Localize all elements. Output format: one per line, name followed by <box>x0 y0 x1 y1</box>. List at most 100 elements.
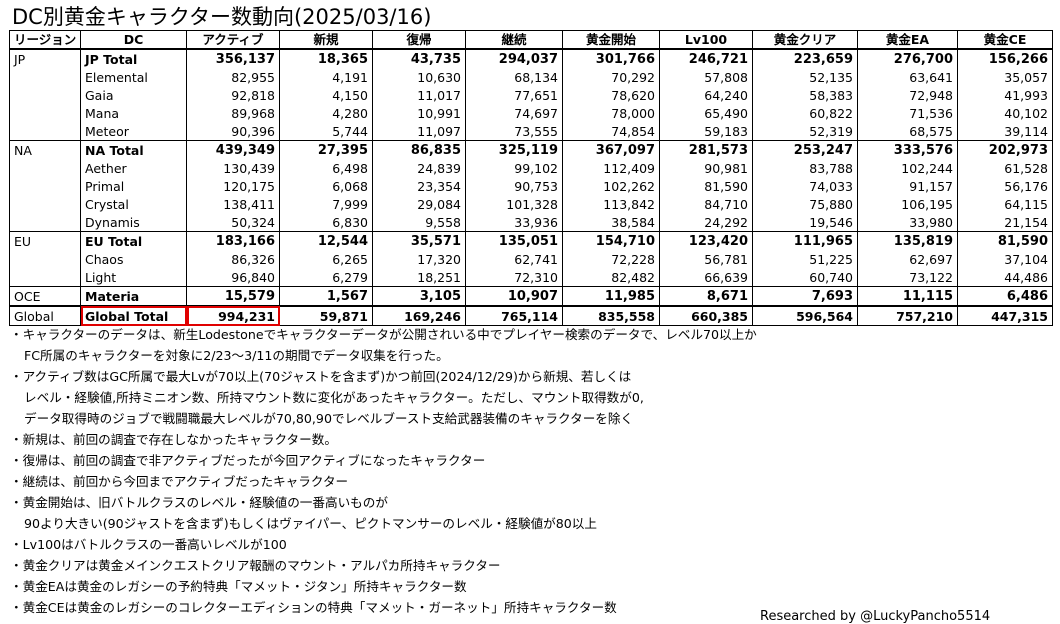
value-cell: 6,265 <box>279 250 373 268</box>
value-cell: 21,154 <box>957 213 1053 232</box>
value-cell: 4,280 <box>279 104 373 122</box>
value-cell: 294,037 <box>465 48 563 68</box>
value-cell: 325,119 <box>465 140 563 159</box>
table-row: Dynamis 50,324 6,830 9,558 33,936 38,584 24,29… <box>9 213 1053 232</box>
value-cell: 7,693 <box>752 286 858 306</box>
dc-cell: Global Total <box>80 305 187 326</box>
value-cell: 11,985 <box>562 286 660 306</box>
region-total-row: JP JP Total 356,137 18,365 43,735 294,037 301,… <box>9 48 1053 68</box>
value-cell: 154,710 <box>562 231 660 250</box>
value-cell: 596,564 <box>752 305 858 326</box>
value-cell: 56,176 <box>957 177 1053 195</box>
value-cell: 58,383 <box>752 86 858 104</box>
note-line: ・黄金クリアは黄金メインクエストクリア報酬のマウント・アルパカ所持キャラクター <box>10 558 501 573</box>
value-cell: 29,084 <box>372 195 466 213</box>
value-cell: 78,000 <box>562 104 660 122</box>
value-cell: 37,104 <box>957 250 1053 268</box>
dc-cell: EU Total <box>80 231 187 250</box>
value-cell: 52,319 <box>752 122 858 141</box>
table-row: Light 96,840 6,279 18,251 72,310 82,482 66,639… <box>9 268 1053 287</box>
region-cell: OCE <box>9 286 81 306</box>
value-cell: 33,936 <box>465 213 563 232</box>
dc-cell: Aether <box>80 159 187 177</box>
dc-cell: Crystal <box>80 195 187 213</box>
value-cell: 74,697 <box>465 104 563 122</box>
value-cell: 111,965 <box>752 231 858 250</box>
value-cell: 82,482 <box>562 268 660 287</box>
value-cell: 112,409 <box>562 159 660 177</box>
value-cell: 70,292 <box>562 68 660 86</box>
value-cell: 135,819 <box>857 231 958 250</box>
value-cell: 15,579 <box>186 286 280 306</box>
region-cell <box>9 268 81 287</box>
value-cell: 12,544 <box>279 231 373 250</box>
value-cell: 253,247 <box>752 140 858 159</box>
value-cell: 18,251 <box>372 268 466 287</box>
value-cell: 765,114 <box>465 305 563 326</box>
value-cell: 91,157 <box>857 177 958 195</box>
region-cell <box>9 159 81 177</box>
value-cell: 51,225 <box>752 250 858 268</box>
value-cell: 9,558 <box>372 213 466 232</box>
global-total-row: Global Global Total 994,231 59,871 169,246 76… <box>9 305 1053 326</box>
value-cell: 994,231 <box>186 305 280 326</box>
region-cell <box>9 195 81 213</box>
value-cell: 6,498 <box>279 159 373 177</box>
value-cell: 281,573 <box>659 140 753 159</box>
value-cell: 835,558 <box>562 305 660 326</box>
value-cell: 8,671 <box>659 286 753 306</box>
value-cell: 17,320 <box>372 250 466 268</box>
dc-stats-table: リージョン DC アクティブ 新規 復帰 継続 黄金開始 Lv100 黄金クリア 黄金EA 黄金CE… <box>9 30 1053 326</box>
value-cell: 10,630 <box>372 68 466 86</box>
value-cell: 64,115 <box>957 195 1053 213</box>
value-cell: 81,590 <box>957 231 1053 250</box>
credit-text: Researched by @LuckyPancho5514 <box>760 609 991 624</box>
region-cell: EU <box>9 231 81 250</box>
value-cell: 24,839 <box>372 159 466 177</box>
region-cell: Global <box>9 305 81 326</box>
column-header: 黄金CE <box>957 30 1053 50</box>
value-cell: 6,486 <box>957 286 1053 306</box>
value-cell: 62,697 <box>857 250 958 268</box>
column-header: 新規 <box>279 30 373 50</box>
value-cell: 90,396 <box>186 122 280 141</box>
value-cell: 68,575 <box>857 122 958 141</box>
table-row: Primal 120,175 6,068 23,354 90,753 102,262 81,… <box>9 177 1053 195</box>
value-cell: 39,114 <box>957 122 1053 141</box>
value-cell: 6,830 <box>279 213 373 232</box>
dc-cell: Chaos <box>80 250 187 268</box>
value-cell: 52,135 <box>752 68 858 86</box>
value-cell: 74,854 <box>562 122 660 141</box>
column-header: リージョン <box>9 30 81 50</box>
note-line: ・黄金開始は、旧バトルクラスのレベル・経験値の一番高いものが <box>10 495 388 510</box>
region-cell: NA <box>9 140 81 159</box>
value-cell: 75,880 <box>752 195 858 213</box>
dc-cell: Light <box>80 268 187 287</box>
region-total-row: NA NA Total 439,349 27,395 86,835 325,119 367,… <box>9 140 1053 159</box>
value-cell: 301,766 <box>562 48 660 68</box>
table-row: Meteor 90,396 5,744 11,097 73,555 74,854 59,18… <box>9 122 1053 141</box>
value-cell: 63,641 <box>857 68 958 86</box>
note-line: FC所属のキャラクターを対象に2/23～3/11の期間でデータ収集を行った。 <box>24 348 449 363</box>
note-line: ・Lv100はバトルクラスの一番高いレベルが100 <box>10 537 287 552</box>
note-line: ・黄金EAは黄金のレガシーの予約特典「マメット・ジタン」所持キャラクター数 <box>10 579 467 594</box>
value-cell: 64,240 <box>659 86 753 104</box>
note-line: ・黄金CEは黄金のレガシーのコレクターエディションの特典「マメット・ガーネット」… <box>10 600 617 615</box>
dc-cell: Meteor <box>80 122 187 141</box>
value-cell: 35,057 <box>957 68 1053 86</box>
value-cell: 77,651 <box>465 86 563 104</box>
value-cell: 135,051 <box>465 231 563 250</box>
table-header-row: リージョン DC アクティブ 新規 復帰 継続 黄金開始 Lv100 黄金クリア 黄金EA 黄金CE <box>9 30 1053 50</box>
value-cell: 447,315 <box>957 305 1053 326</box>
value-cell: 90,753 <box>465 177 563 195</box>
value-cell: 83,788 <box>752 159 858 177</box>
value-cell: 73,122 <box>857 268 958 287</box>
value-cell: 89,968 <box>186 104 280 122</box>
value-cell: 66,639 <box>659 268 753 287</box>
value-cell: 138,411 <box>186 195 280 213</box>
value-cell: 41,993 <box>957 86 1053 104</box>
table-row: Gaia 92,818 4,150 11,017 77,651 78,620 64,240 5… <box>9 86 1053 104</box>
value-cell: 276,700 <box>857 48 958 68</box>
note-line: ・継続は、前回から今回までアクティブだったキャラクター <box>10 474 349 489</box>
value-cell: 74,033 <box>752 177 858 195</box>
